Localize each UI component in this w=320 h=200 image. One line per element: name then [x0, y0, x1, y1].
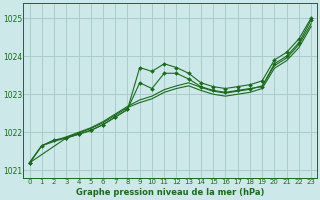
X-axis label: Graphe pression niveau de la mer (hPa): Graphe pression niveau de la mer (hPa) — [76, 188, 265, 197]
